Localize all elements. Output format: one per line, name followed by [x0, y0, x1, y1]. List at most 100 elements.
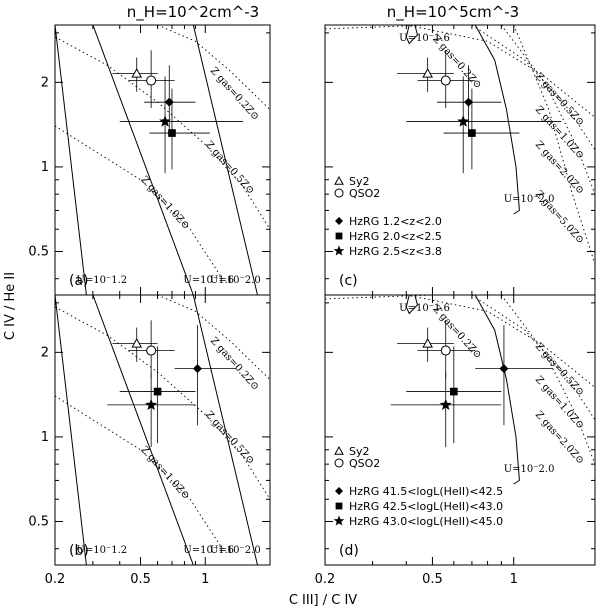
x-tick-label-2: 1: [510, 572, 518, 587]
circle-marker: [146, 345, 157, 356]
column-title-right: n_H=10^5cm^-3: [387, 3, 519, 22]
square-marker: [468, 129, 476, 137]
circle-marker: [334, 188, 344, 198]
model-label-0: U=10⁻1.6: [399, 33, 450, 44]
ionization-line-1: [474, 25, 520, 215]
panel-b: U=10⁻1.2 U=10⁻1.6U=10⁻2.0Z gas=1.0Z⊙Z gas…: [28, 294, 271, 587]
panels: U=10⁻1.2 U=10⁻1.6U=10⁻2.0Z gas=1.0Z⊙Z gas…: [28, 24, 596, 587]
legend-label-1: QSO2: [349, 187, 380, 200]
model-label-5: Z gas=0.2Z⊙: [208, 65, 261, 122]
legend-label-0: Sy2: [349, 445, 370, 458]
point-triangle: [112, 327, 158, 362]
x-tick-label-1: 0.5: [422, 572, 443, 587]
metallicity-line-5: [501, 295, 595, 465]
panel-a: U=10⁻1.2 U=10⁻1.6U=10⁻2.0Z gas=1.0Z⊙Z gas…: [28, 24, 271, 296]
metallicity-line-4: [471, 25, 595, 151]
ionization-line-0: [405, 25, 419, 45]
square-marker: [335, 232, 343, 240]
model-label-5: Z gas=0.2Z⊙: [208, 335, 261, 392]
model-label-1: U=10⁻2.0: [504, 464, 555, 475]
circle-marker: [440, 75, 451, 86]
diamond-marker: [164, 97, 174, 107]
model-label-2: U=10⁻2.0: [210, 545, 261, 556]
model-label-6: Z gas=5.0Z⊙: [533, 189, 586, 246]
legend-label-3: HzRG 42.5<logL(HeII)<43.0: [349, 500, 503, 513]
point-triangle: [397, 57, 454, 92]
metallicity-line-3: [406, 295, 595, 388]
legend-label-2: HzRG 41.5<logL(HeII)<42.5: [349, 485, 503, 498]
circle-marker: [146, 75, 157, 86]
point-diamond: [144, 65, 196, 137]
x-tick-label-0: 0.2: [315, 572, 336, 587]
panel-label: (a): [69, 273, 89, 289]
model-label-0: U=10⁻1.6: [399, 303, 450, 314]
point-circle: [417, 320, 476, 379]
x-axis-label: C III] / C IV: [289, 593, 357, 608]
ionization-line-1: [92, 295, 194, 565]
y-tick-label-0: 0.5: [28, 514, 49, 529]
triangle-marker: [131, 67, 143, 78]
x-tick-label-0: 0.2: [45, 572, 66, 587]
ionization-line-0: [55, 25, 87, 295]
metallicity-line-4: [471, 295, 595, 421]
panel-frame: [324, 294, 596, 566]
metallicity-line-5: [157, 295, 270, 380]
metallicity-line-4: [55, 306, 270, 500]
star-marker: [457, 115, 470, 127]
model-label-3: Z gas=1.0Z⊙: [138, 444, 191, 501]
star-marker: [439, 398, 452, 410]
star-marker: [159, 115, 171, 127]
star-marker: [333, 515, 345, 526]
star-marker: [333, 245, 345, 256]
model-label-0: U=10⁻1.2: [76, 275, 127, 286]
panel-label: (d): [339, 543, 359, 559]
ionization-line-0: [55, 295, 87, 565]
model-label-2: Z gas=0.2Z⊙: [430, 304, 483, 361]
square-marker: [335, 502, 343, 510]
panel-d: U=10⁻1.6U=10⁻2.0Z gas=0.2Z⊙Z gas=0.5Z⊙Z …: [315, 294, 596, 587]
square-marker: [153, 387, 162, 396]
model-label-2: U=10⁻2.0: [210, 275, 261, 286]
ionization-line-2: [192, 25, 258, 295]
point-star: [119, 76, 244, 174]
circle-marker: [334, 458, 344, 468]
x-tick-label-2: 1: [201, 572, 209, 587]
legend-label-4: HzRG 2.5<z<3.8: [349, 245, 442, 258]
model-label-4: Z gas=0.5Z⊙: [203, 139, 256, 196]
point-diamond: [475, 325, 554, 426]
model-label-2: Z gas=0.2Z⊙: [430, 34, 483, 91]
triangle-marker: [334, 175, 344, 185]
ionization-line-2: [192, 295, 258, 565]
point-diamond: [174, 325, 237, 426]
square-marker: [449, 387, 458, 396]
legend-label-1: QSO2: [349, 457, 380, 470]
y-tick-label-0: 0.5: [28, 244, 49, 259]
model-label-0: U=10⁻1.2: [76, 545, 127, 556]
square-marker: [168, 129, 176, 137]
point-square: [406, 346, 502, 444]
panel-label: (c): [339, 273, 358, 289]
point-square: [149, 88, 210, 170]
panel-plot-area: [55, 25, 270, 295]
model-label-1: U=10⁻1.6: [183, 545, 234, 556]
ionization-line-1: [474, 295, 520, 485]
triangle-marker: [422, 67, 434, 78]
point-triangle: [112, 57, 158, 92]
metallicity-line-3: [406, 25, 595, 118]
star-marker: [145, 398, 158, 410]
y-tick-label-1: 1: [41, 430, 49, 445]
ionization-line-1: [92, 25, 194, 295]
circle-marker: [440, 345, 451, 356]
panel-plot-area: [55, 295, 270, 565]
panel-frame: [54, 24, 271, 296]
x-tick-label-1: 0.5: [130, 572, 151, 587]
y-tick-label-2: 2: [41, 75, 49, 90]
model-label-4: Z gas=0.5Z⊙: [203, 409, 256, 466]
panel-c: U=10⁻1.6U=10⁻2.0Z gas=0.2Z⊙Z gas=0.5Z⊙Z …: [324, 24, 596, 296]
point-star: [107, 372, 196, 448]
panel-plot-area: [325, 295, 595, 485]
legend-label-4: HzRG 43.0<logL(HeII)<45.0: [349, 515, 503, 528]
panel-frame: [54, 294, 271, 566]
triangle-marker: [131, 337, 143, 348]
